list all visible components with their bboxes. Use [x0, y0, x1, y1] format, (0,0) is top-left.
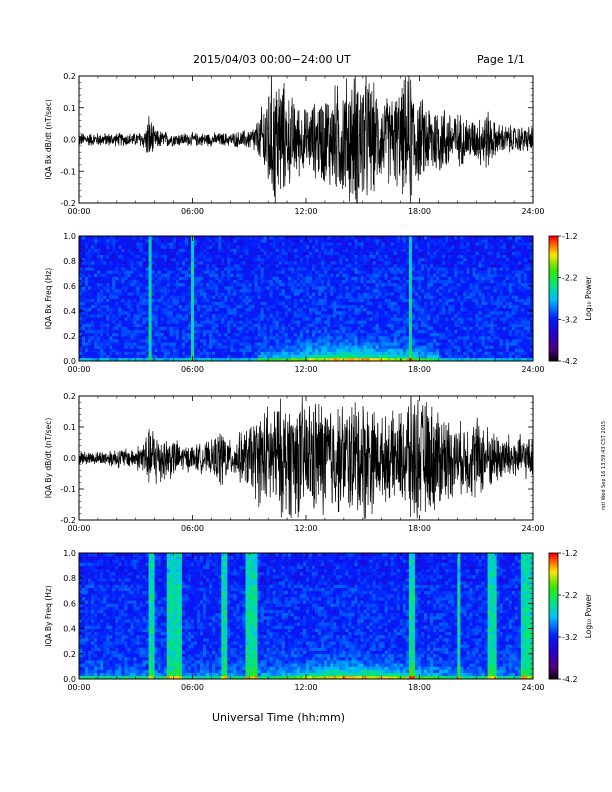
panel-2-ytick-label: 0.0 — [63, 454, 76, 463]
panel-0-ytick-label: 0.0 — [63, 136, 76, 145]
panel-3-xtick-label: 06:00 — [181, 683, 204, 692]
panel-1-colorbar-label: Log₁₀ Power — [584, 275, 593, 320]
panel-3-ytick-label: 0.0 — [63, 675, 76, 684]
panel-1-ytick-label: 0.0 — [63, 357, 76, 366]
panel-0-trace — [79, 76, 533, 203]
panel-2-trace — [79, 396, 533, 519]
panel-3-xtick-label: 00:00 — [67, 683, 90, 692]
generation-stamp: rstl Wed Sep 16 13:59:43 CST 2015 — [598, 360, 610, 510]
panel-1-xtick-label: 12:00 — [294, 365, 317, 374]
panel-3-colorbar-tick-label: -1.2 — [562, 549, 578, 558]
panel-3-colorbar-tick-label: -2.2 — [562, 591, 578, 600]
panel-0-ytick-label: -0.1 — [60, 167, 76, 176]
panel-0-xtick-label: 24:00 — [521, 207, 544, 216]
panel-3-spectrogram — [79, 553, 534, 680]
panel-3-colorbar-tick-label: -4.2 — [562, 675, 578, 684]
panel-1-ytick-label: 0.4 — [63, 307, 76, 316]
panel-2-xtick-label: 06:00 — [181, 524, 204, 533]
panel-2-xtick-label: 24:00 — [521, 524, 544, 533]
panel-3-ylabel: IQA By Freq (Hz) — [44, 585, 53, 647]
panel-3-ytick-label: 1.0 — [63, 549, 76, 558]
panel-0-series — [79, 76, 533, 203]
panel-3-xtick-label: 12:00 — [294, 683, 317, 692]
panel-0-ytick-label: 0.1 — [63, 104, 76, 113]
panel-3-colorbar-label: Log₁₀ Power — [584, 593, 593, 638]
panel-2-xtick-label: 18:00 — [408, 524, 431, 533]
panel-3-ytick-label: 0.4 — [63, 625, 76, 634]
panel-0-xtick-label: 06:00 — [181, 207, 204, 216]
panel-1-colorbar — [549, 236, 558, 362]
panel-3-colorbar-tick-label: -3.2 — [562, 633, 578, 642]
panel-1-xtick-label: 06:00 — [181, 365, 204, 374]
panel-2-ytick-label: 0.2 — [63, 392, 76, 401]
panel-0-ytick-label: -0.2 — [60, 199, 76, 208]
panel-1-xtick-label: 00:00 — [67, 365, 90, 374]
panel-1-colorbar-tick-label: -1.2 — [562, 232, 578, 241]
panel-3-ytick-label: 0.2 — [63, 650, 76, 659]
panel-1-colorbar-tick-label: -4.2 — [562, 357, 578, 366]
panel-0-ytick-label: 0.2 — [63, 72, 76, 81]
panel-0-ylabel: IQA Bx dB/dt (nT/sec) — [44, 99, 53, 180]
page-number: Page 1/1 — [477, 53, 525, 66]
page-title: 2015/04/03 00:00−24:00 UT — [193, 53, 351, 66]
panel-1-colorbar-tick-label: -2.2 — [562, 274, 578, 283]
panel-1-ytick-label: 0.2 — [63, 332, 76, 341]
panel-1-ytick-label: 0.6 — [63, 282, 76, 291]
panel-0-xtick-label: 18:00 — [408, 207, 431, 216]
panel-2-ytick-label: -0.2 — [60, 516, 76, 525]
panel-1-ylabel: IQA Bx Freq (Hz) — [44, 268, 53, 330]
panel-2-xtick-label: 12:00 — [294, 524, 317, 533]
panel-2-xtick-label: 00:00 — [67, 524, 90, 533]
panel-1-spectrogram — [79, 236, 534, 362]
panel-1-xtick-label: 18:00 — [408, 365, 431, 374]
x-axis-title: Universal Time (hh:mm) — [212, 711, 345, 724]
panel-3-xtick-label: 18:00 — [408, 683, 431, 692]
panel-3-ytick-label: 0.6 — [63, 599, 76, 608]
panel-2-ytick-label: 0.1 — [63, 423, 76, 432]
panel-1-colorbar-tick-label: -3.2 — [562, 315, 578, 324]
stamp-text: rstl Wed Sep 16 13:59:43 CST 2015 — [601, 420, 607, 510]
panel-1-xtick-label: 24:00 — [521, 365, 544, 374]
panel-3-ytick-label: 0.8 — [63, 574, 76, 583]
panel-1-ytick-label: 0.8 — [63, 257, 76, 266]
panel-1-colorbar-frame — [548, 235, 559, 362]
panel-2-series — [79, 396, 533, 519]
panel-0-xtick-label: 00:00 — [67, 207, 90, 216]
panel-3-colorbar-frame — [548, 552, 559, 680]
panel-3-xtick-label: 24:00 — [521, 683, 544, 692]
panel-2-ylabel: IQA By dB/dt (nT/sec) — [44, 418, 53, 499]
panel-3-colorbar — [549, 553, 558, 680]
panel-2-ytick-label: -0.1 — [60, 485, 76, 494]
panel-1-ytick-label: 1.0 — [63, 232, 76, 241]
panel-0-xtick-label: 12:00 — [294, 207, 317, 216]
